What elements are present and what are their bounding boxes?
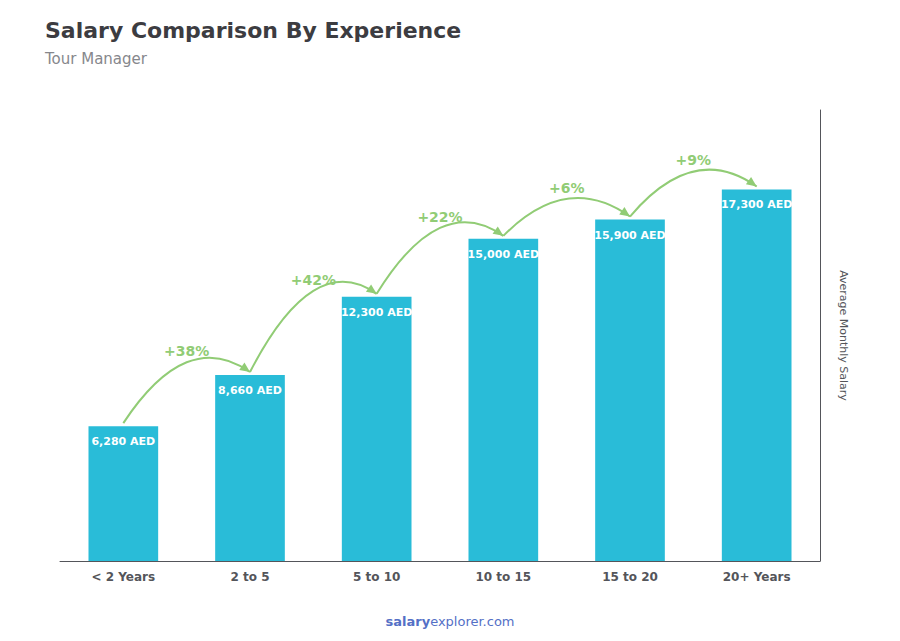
svg-text:15,000 AED: 15,000 AED	[468, 248, 539, 261]
svg-text:+22%: +22%	[417, 209, 462, 225]
svg-text:8,660 AED: 8,660 AED	[218, 384, 282, 397]
svg-text:5 to 10: 5 to 10	[353, 570, 400, 584]
svg-text:12,300 AED: 12,300 AED	[341, 306, 412, 319]
svg-text:20+ Years: 20+ Years	[723, 570, 791, 584]
svg-text:Tour Manager: Tour Manager	[44, 50, 148, 68]
svg-text:+9%: +9%	[676, 152, 712, 168]
svg-text:10 to 15: 10 to 15	[475, 570, 531, 584]
svg-text:2 to 5: 2 to 5	[230, 570, 269, 584]
svg-text:17,300 AED: 17,300 AED	[721, 198, 792, 211]
svg-text:15 to 20: 15 to 20	[602, 570, 658, 584]
svg-text:+6%: +6%	[549, 180, 585, 196]
svg-text:+42%: +42%	[291, 272, 336, 288]
svg-text:6,280 AED: 6,280 AED	[91, 435, 155, 448]
svg-text:Salary Comparison By Experienc: Salary Comparison By Experience	[45, 18, 461, 43]
svg-text:< 2 Years: < 2 Years	[92, 570, 156, 584]
svg-text:explorer.com: explorer.com	[430, 614, 514, 629]
svg-text:15,900 AED: 15,900 AED	[594, 229, 665, 242]
svg-text:+38%: +38%	[164, 343, 209, 359]
svg-text:Average Monthly Salary: Average Monthly Salary	[837, 270, 850, 401]
svg-text:salary: salary	[385, 614, 430, 629]
